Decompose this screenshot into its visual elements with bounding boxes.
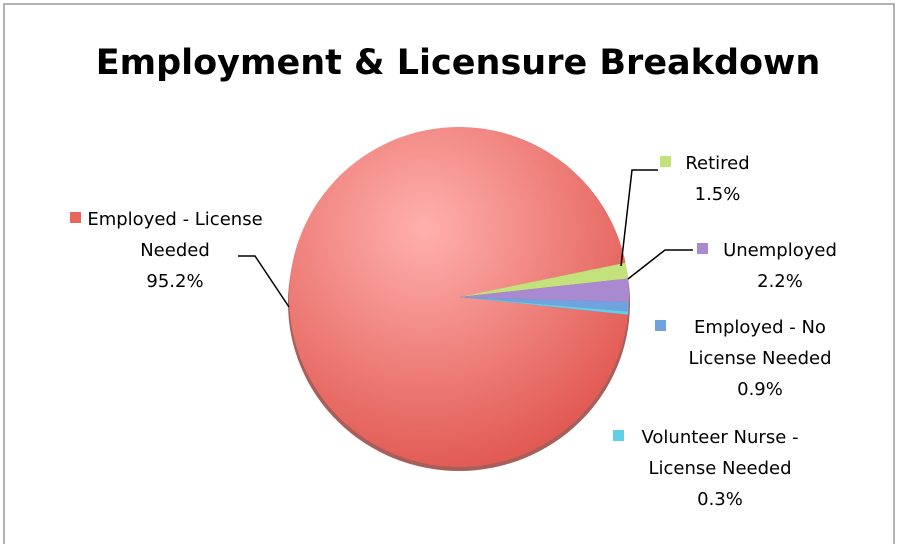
pie-slice: [459, 297, 629, 312]
value-label: 2.2%: [757, 271, 803, 292]
category-label: Volunteer Nurse - License Needed: [641, 427, 799, 479]
value-label: 0.3%: [697, 489, 743, 510]
pie: [289, 127, 630, 468]
category-label: Unemployed: [723, 240, 837, 261]
legend-swatch: [655, 320, 666, 331]
data-label: Unemployed 2.2%: [700, 235, 860, 297]
pie-slice: [459, 262, 628, 297]
legend-swatch: [70, 212, 81, 223]
leader-lines: [238, 169, 693, 308]
chart-title: Employment & Licensure Breakdown: [96, 43, 821, 83]
data-label: Retired 1.5%: [680, 148, 755, 210]
pie-slice: [289, 127, 629, 468]
leader-line: [620, 169, 658, 267]
value-label: 1.5%: [694, 184, 741, 205]
category-label: Employed - No License Needed: [688, 317, 832, 369]
legend-swatch: [660, 156, 671, 167]
legend-swatch: [697, 243, 708, 254]
category-label: Employed - License Needed: [87, 209, 263, 261]
leader-line: [238, 255, 290, 308]
pie-slice: [459, 278, 630, 302]
value-label: 95.2%: [146, 271, 204, 292]
leader-line: [627, 249, 693, 280]
category-label: Retired: [685, 153, 750, 174]
data-label: Employed - License Needed 95.2%: [85, 204, 265, 297]
value-label: 0.9%: [737, 379, 783, 400]
legend-swatch: [613, 430, 624, 441]
pie-slice: [459, 297, 629, 315]
data-label: Employed - No License Needed 0.9%: [670, 312, 850, 405]
data-label: Volunteer Nurse - License Needed 0.3%: [625, 422, 815, 515]
